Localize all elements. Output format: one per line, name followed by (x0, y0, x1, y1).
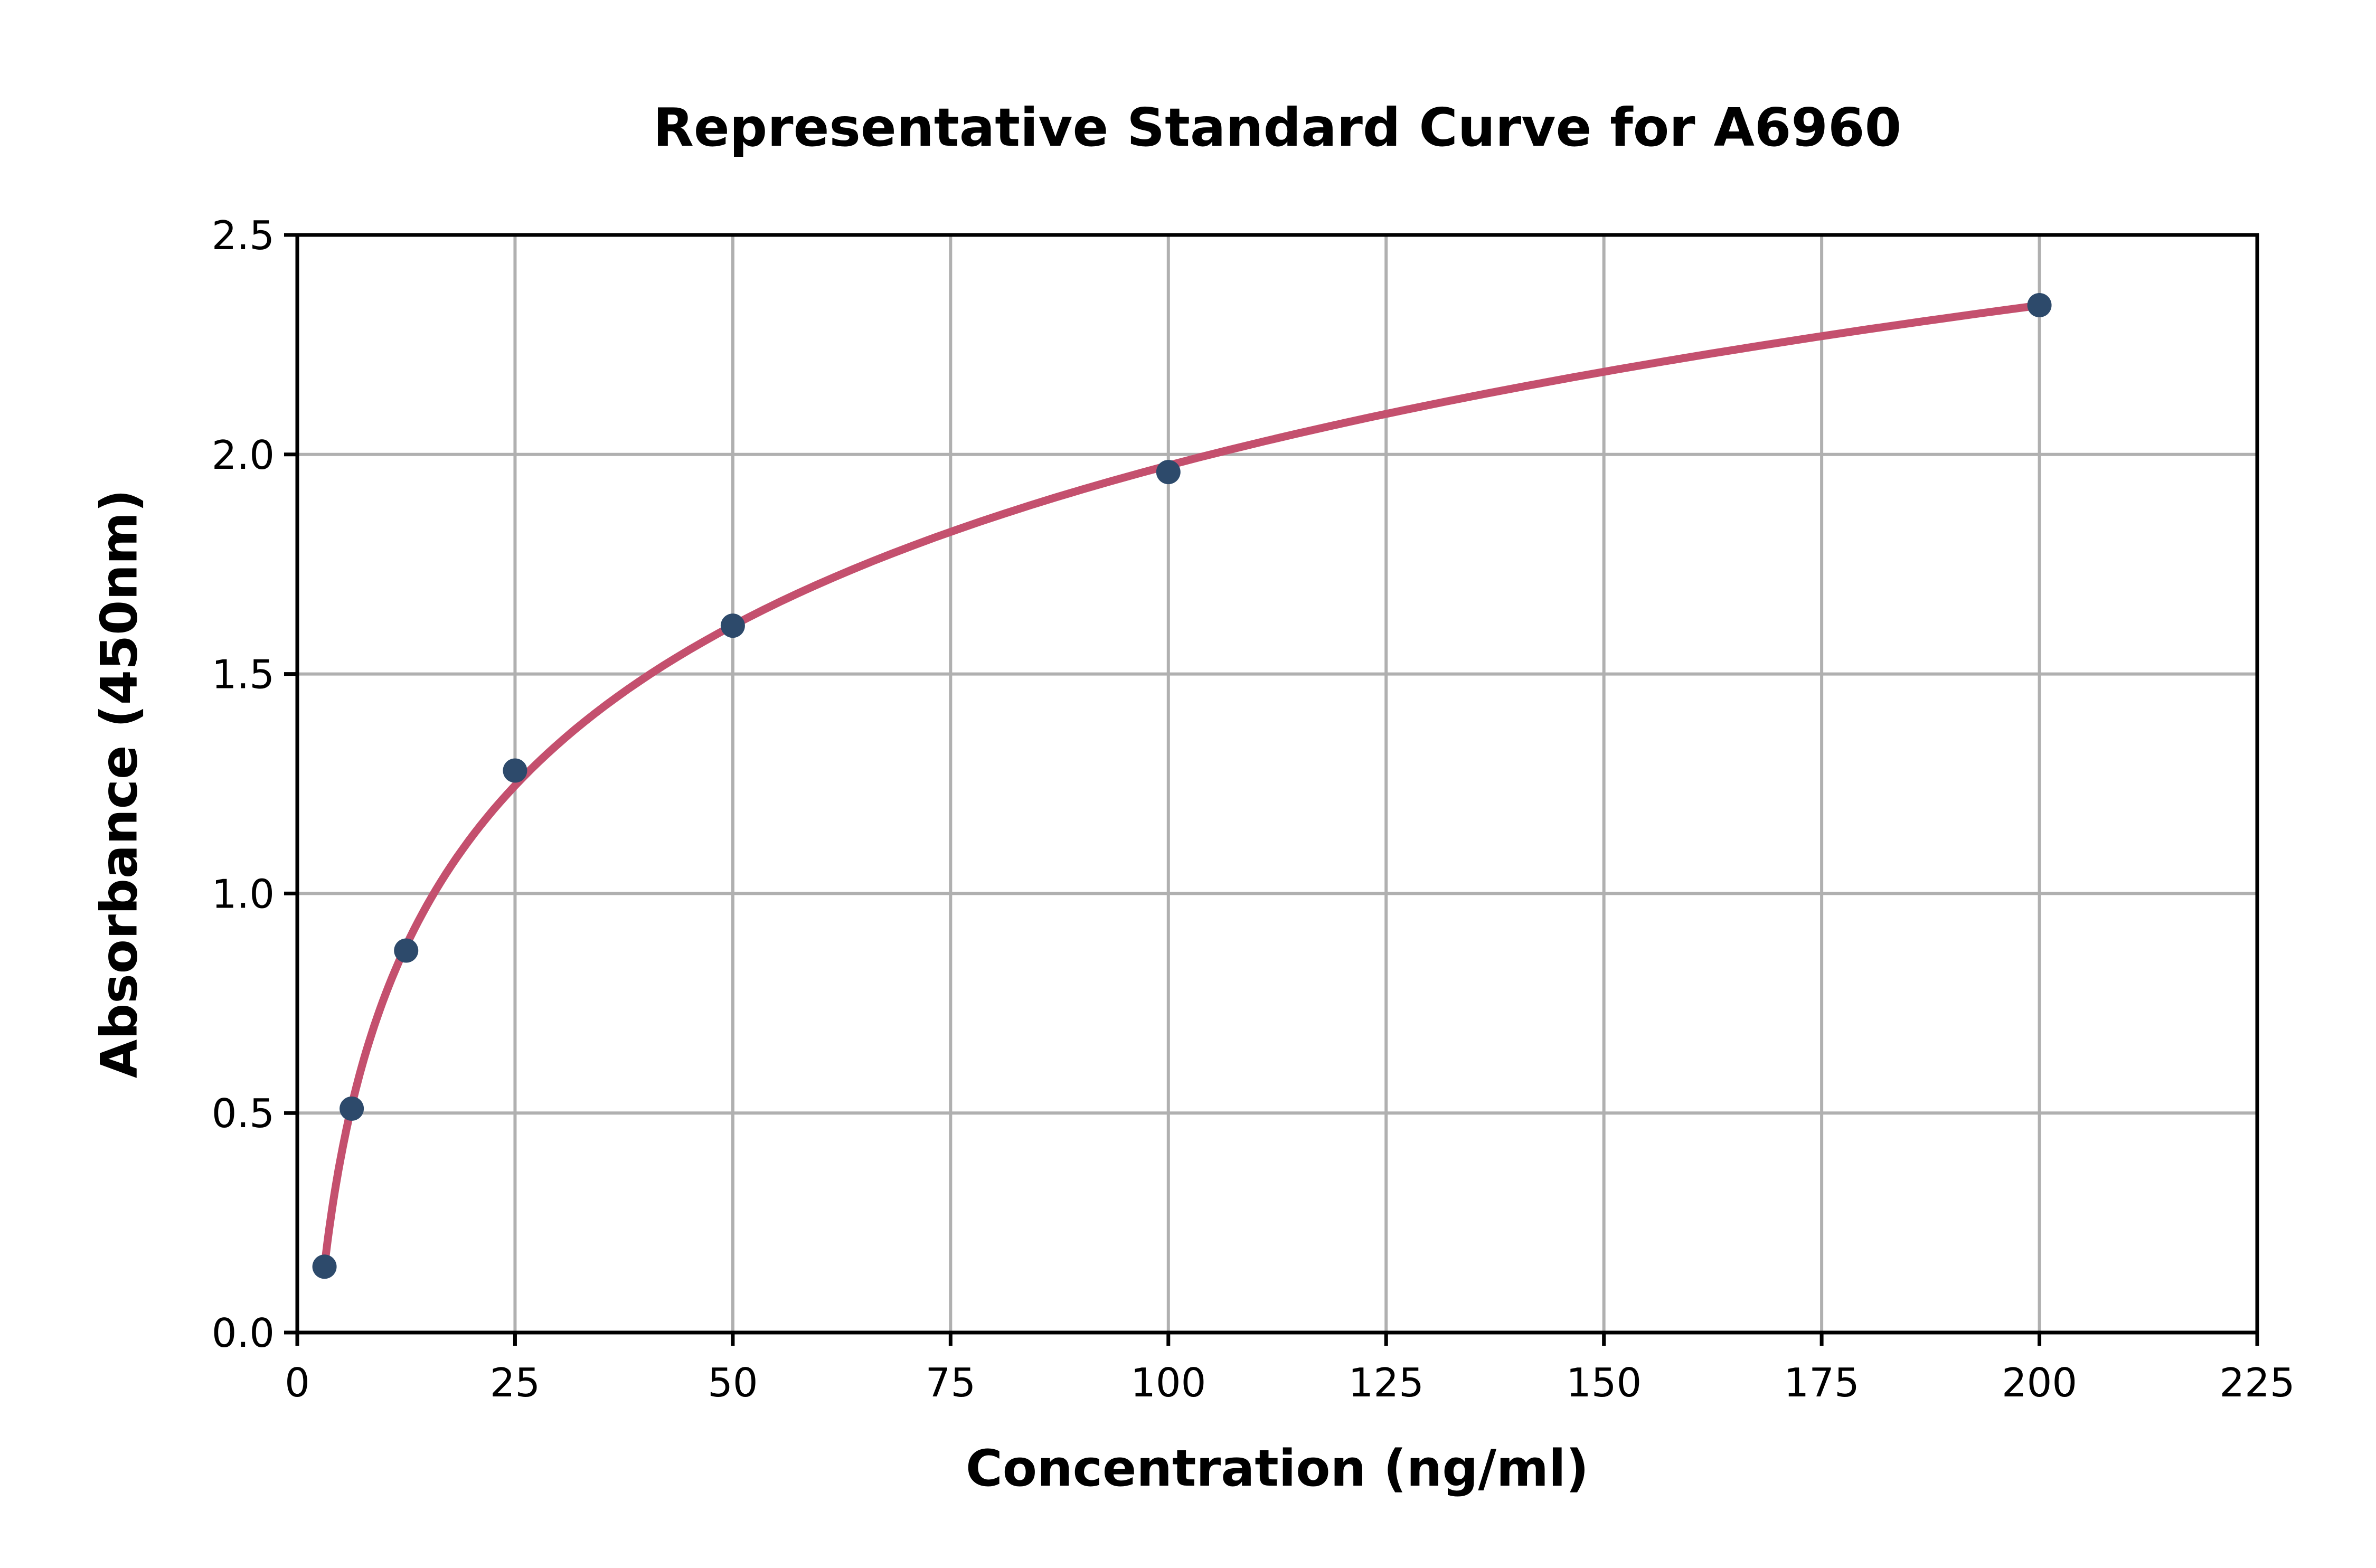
fit-curve (320, 301, 2044, 1270)
y-tick-label: 0.0 (212, 1310, 275, 1356)
x-tick-label: 0 (285, 1359, 310, 1406)
data-point (2027, 293, 2052, 318)
x-tick-label: 175 (1784, 1359, 1860, 1406)
data-point (340, 1096, 364, 1121)
chart-title: Representative Standard Curve for A6960 (653, 97, 1902, 158)
x-tick-label: 150 (1566, 1359, 1642, 1406)
data-point (1156, 460, 1181, 485)
x-tick-label: 225 (2219, 1359, 2295, 1406)
x-tick-label: 200 (2002, 1359, 2077, 1406)
data-point (394, 938, 419, 963)
y-tick-label: 2.0 (212, 432, 275, 478)
y-tick-label: 1.0 (212, 871, 275, 917)
data-point (720, 613, 745, 638)
y-tick-label: 1.5 (212, 651, 275, 698)
y-tick-label: 0.5 (212, 1090, 275, 1137)
x-tick-label: 100 (1130, 1359, 1206, 1406)
y-axis-label: Absorbance (450nm) (90, 489, 149, 1079)
data-point (503, 758, 527, 783)
x-tick-label: 75 (926, 1359, 976, 1406)
x-tick-label: 25 (490, 1359, 540, 1406)
plot-frame (295, 233, 2259, 1335)
x-tick-label: 50 (708, 1359, 758, 1406)
y-tick-label: 2.5 (212, 212, 275, 259)
data-point (312, 1254, 337, 1279)
x-tick-label: 125 (1349, 1359, 1424, 1406)
x-axis-label: Concentration (ng/ml) (965, 1440, 1589, 1498)
